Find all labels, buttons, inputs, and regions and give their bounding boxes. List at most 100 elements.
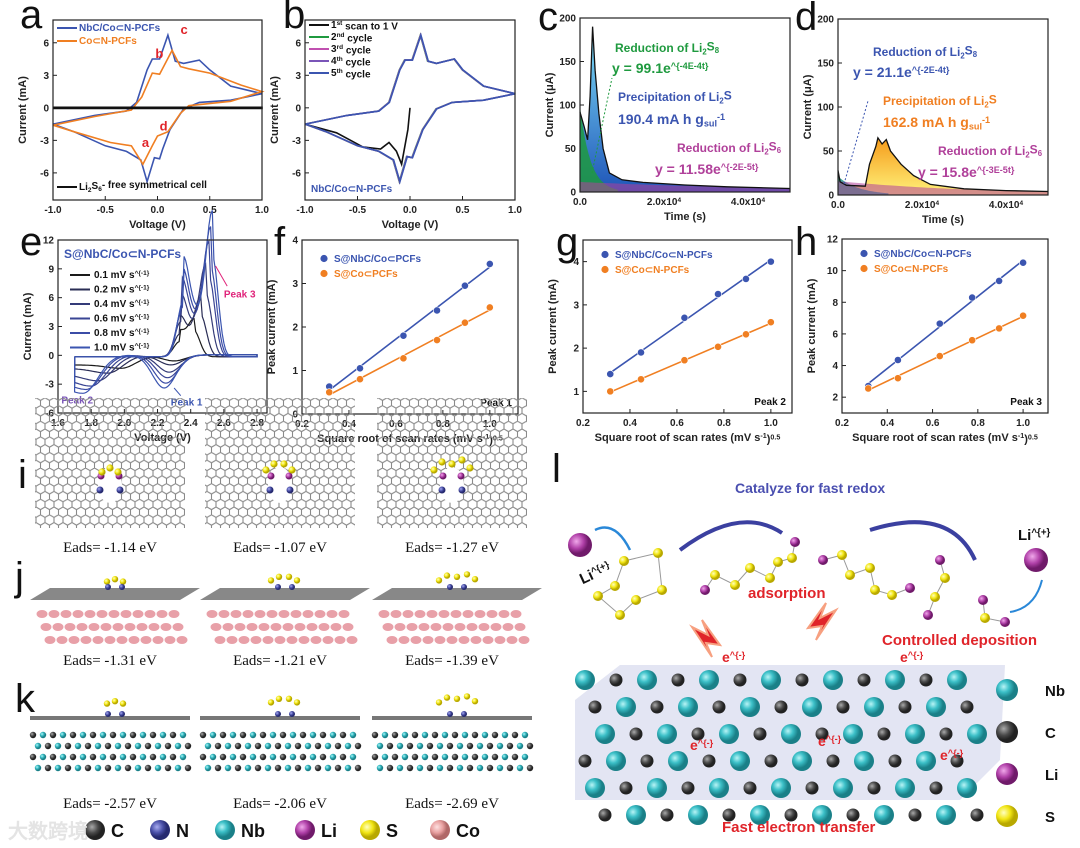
charge-density bbox=[266, 610, 278, 618]
x-tick-label: 1.0 bbox=[508, 205, 522, 216]
charge-density bbox=[64, 623, 76, 631]
charge-density bbox=[124, 623, 136, 631]
charge-density bbox=[494, 636, 506, 644]
y-tick-label: 50 bbox=[823, 147, 835, 158]
legend-label: Nb bbox=[1045, 683, 1065, 700]
charge-density bbox=[242, 610, 254, 618]
nbc-atom bbox=[471, 731, 479, 739]
c-atom bbox=[743, 781, 757, 795]
c-atom bbox=[702, 754, 716, 768]
x-tick-label: 4.0x104 bbox=[731, 197, 766, 208]
nbc-atom bbox=[381, 753, 389, 761]
charge-density bbox=[334, 636, 346, 644]
nbc-atom bbox=[289, 753, 297, 761]
charge-density bbox=[156, 610, 168, 618]
controlled-deposition-label: Controlled deposition bbox=[882, 632, 1037, 649]
legend-label: NbC/Co⊂N-PCFs bbox=[79, 23, 161, 34]
y-axis-title: Current (mA) bbox=[17, 76, 29, 144]
n-atom bbox=[119, 584, 125, 590]
charge-density bbox=[72, 610, 84, 618]
li-atom bbox=[923, 610, 933, 620]
vacancy bbox=[440, 467, 464, 503]
nbc-atom bbox=[324, 764, 332, 772]
nb-atom bbox=[885, 670, 905, 690]
s-atom bbox=[438, 458, 446, 466]
nbc-atom bbox=[501, 731, 509, 739]
charge-density bbox=[100, 623, 112, 631]
s-atom bbox=[267, 577, 275, 584]
x-tick-label: 0.5 bbox=[456, 205, 470, 216]
nbc-atom bbox=[471, 753, 479, 761]
nbc-atom bbox=[319, 731, 327, 739]
charge-density bbox=[438, 610, 450, 618]
nb-atom bbox=[926, 697, 946, 717]
legend-label: S bbox=[1045, 809, 1055, 826]
c-atom bbox=[640, 754, 654, 768]
y-tick-label: 200 bbox=[817, 15, 834, 26]
c-atom bbox=[733, 673, 747, 687]
nbc-atom bbox=[309, 753, 317, 761]
s-atom bbox=[119, 578, 127, 585]
x-tick-label: 0.6 bbox=[670, 418, 684, 429]
x-tick-label: 0.4 bbox=[623, 418, 637, 429]
nbc-atom bbox=[344, 764, 352, 772]
peak-annotation: c bbox=[180, 22, 187, 37]
dft-structures: Eads= -1.14 eV Eads= -1.31 eV Eads= -2.57 … bbox=[8, 398, 542, 843]
nbc-atom bbox=[386, 742, 394, 750]
panel-label: g bbox=[556, 220, 578, 264]
nb-atom bbox=[874, 805, 894, 825]
charge-density bbox=[176, 636, 188, 644]
charge-density bbox=[442, 623, 454, 631]
n-atom bbox=[96, 486, 104, 494]
nb-atom bbox=[967, 724, 987, 744]
charge-density bbox=[80, 636, 92, 644]
charge-density bbox=[382, 623, 394, 631]
x-tick-label: 1.0 bbox=[255, 205, 269, 216]
x-tick-label: 2.0x104 bbox=[905, 200, 940, 211]
electron-label: e^{-} bbox=[818, 733, 842, 749]
panel-label: e bbox=[20, 220, 42, 264]
charge-density bbox=[84, 610, 96, 618]
nbc-atom bbox=[299, 731, 307, 739]
li-atom bbox=[978, 595, 988, 605]
data-point bbox=[399, 331, 408, 340]
nbc-atom bbox=[239, 731, 247, 739]
n-atom bbox=[286, 486, 294, 494]
y-axis-title: Current (mA) bbox=[269, 76, 281, 144]
x-axis-title: Time (s) bbox=[922, 214, 964, 226]
nbc-atom bbox=[224, 742, 232, 750]
fit-area-li2s6 bbox=[838, 181, 1048, 195]
nbc-atom bbox=[476, 742, 484, 750]
y-tick-label: 12 bbox=[827, 235, 839, 246]
s-atom bbox=[443, 572, 451, 579]
charge-density bbox=[258, 623, 270, 631]
charge-density bbox=[274, 636, 286, 644]
data-point bbox=[637, 348, 645, 357]
nb-atom bbox=[585, 778, 605, 798]
nbc-atom bbox=[294, 742, 302, 750]
nbc-atom bbox=[491, 731, 499, 739]
s-atom bbox=[435, 699, 443, 706]
legend-atom-s bbox=[996, 805, 1018, 827]
nb-atom bbox=[792, 751, 812, 771]
peak-annotation: b bbox=[155, 46, 163, 61]
nbc-atom bbox=[354, 742, 362, 750]
panel-label: j bbox=[14, 555, 24, 599]
data-point bbox=[742, 330, 750, 339]
fit-area-li2s6 bbox=[580, 181, 790, 192]
s-atom bbox=[765, 573, 775, 583]
charge-density bbox=[290, 610, 302, 618]
charge-density bbox=[322, 636, 334, 644]
c-atom bbox=[650, 700, 664, 714]
x-tick-label: 0.0 bbox=[831, 200, 845, 211]
nbc-atom bbox=[204, 742, 212, 750]
legend-marker bbox=[320, 254, 328, 263]
legend-label: S@Co⊂PCFs bbox=[334, 269, 398, 280]
s-atom bbox=[103, 578, 111, 585]
nbc-atom bbox=[391, 753, 399, 761]
fast-electron-transfer-label: Fast electron transfer bbox=[722, 819, 876, 836]
s-atom bbox=[275, 695, 283, 702]
s-atom bbox=[887, 590, 897, 600]
legend-label: S@Co⊂N-PCFs bbox=[874, 264, 949, 275]
